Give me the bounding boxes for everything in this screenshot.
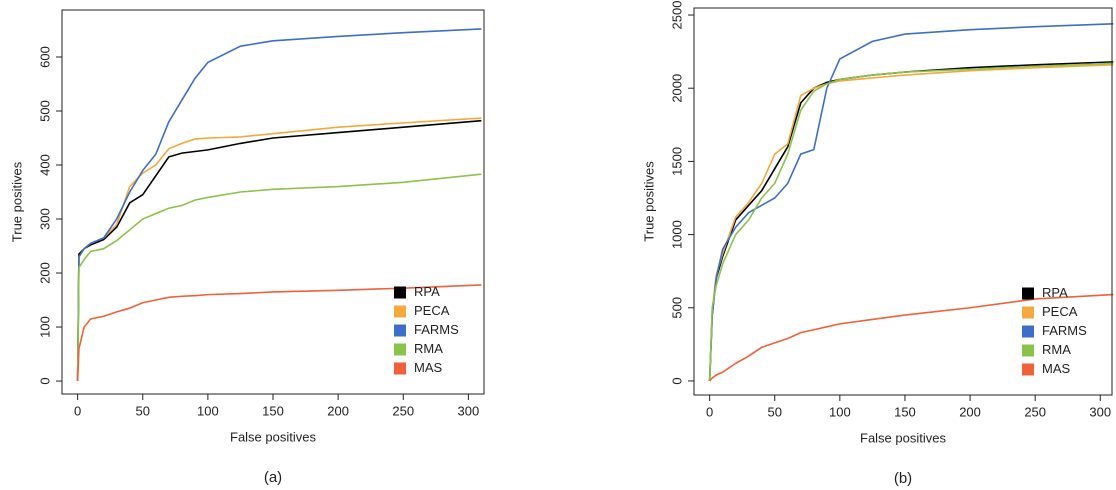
x-tick-label: 150 xyxy=(894,404,916,419)
y-tick-label: 500 xyxy=(669,297,684,319)
legend-swatch xyxy=(1022,344,1034,357)
series-line xyxy=(76,284,482,382)
y-tick-label: 600 xyxy=(37,46,52,68)
y-tick-label: 200 xyxy=(37,262,52,284)
plot-frame xyxy=(61,9,485,395)
legend-label: MAS xyxy=(414,360,443,375)
legend-label: RPA xyxy=(414,284,440,299)
y-axis-label: True positives xyxy=(641,161,656,242)
caption: (b) xyxy=(894,470,912,487)
x-tick-label: 100 xyxy=(197,403,219,418)
series-line xyxy=(708,62,1114,381)
x-tick-label: 300 xyxy=(1089,404,1111,419)
y-tick-label: 0 xyxy=(669,377,684,384)
y-tick-label: 1500 xyxy=(669,147,684,176)
y-tick-label: 500 xyxy=(37,100,52,122)
legend-label: MAS xyxy=(1042,361,1071,376)
legend-label: FARMS xyxy=(1042,323,1087,338)
y-tick-label: 0 xyxy=(37,377,52,384)
x-tick-label: 50 xyxy=(136,403,150,418)
caption: (a) xyxy=(264,469,282,486)
x-tick-label: 250 xyxy=(392,403,414,418)
legend-label: FARMS xyxy=(414,322,459,337)
legend-label: PECA xyxy=(414,303,450,318)
legend-swatch xyxy=(1022,325,1034,338)
x-tick-label: 0 xyxy=(74,403,81,418)
y-tick-label: 2000 xyxy=(669,74,684,103)
x-tick-label: 100 xyxy=(829,404,851,419)
x-tick-label: 0 xyxy=(706,404,713,419)
y-tick-label: 2500 xyxy=(669,1,684,30)
series-line xyxy=(76,28,482,382)
x-tick-label: 300 xyxy=(458,403,480,418)
series-line xyxy=(76,173,482,382)
y-axis-label: True positives xyxy=(9,161,24,242)
series-line xyxy=(708,23,1114,381)
x-tick-label: 150 xyxy=(262,403,284,418)
x-tick-label: 250 xyxy=(1024,404,1046,419)
legend-swatch xyxy=(394,343,406,356)
legend-swatch xyxy=(394,324,406,337)
legend-label: RMA xyxy=(1042,342,1071,357)
y-tick-label: 100 xyxy=(37,316,52,338)
x-tick-label: 200 xyxy=(327,403,349,418)
legend-label: PECA xyxy=(1042,304,1078,319)
x-tick-label: 200 xyxy=(959,404,981,419)
legend-swatch xyxy=(394,362,406,375)
legend-label: RMA xyxy=(414,341,443,356)
legend-swatch xyxy=(394,286,406,299)
x-axis-label: False positives xyxy=(230,429,316,444)
x-axis-label: False positives xyxy=(860,430,946,445)
y-tick-label: 400 xyxy=(37,154,52,176)
series-line xyxy=(709,293,1114,382)
legend-label: RPA xyxy=(1042,285,1068,300)
y-tick-label: 1000 xyxy=(669,220,684,249)
legend-swatch xyxy=(1022,287,1034,300)
series-line xyxy=(76,119,482,382)
legend-swatch xyxy=(394,305,406,318)
plot-frame xyxy=(693,7,1113,396)
legend-swatch xyxy=(1022,363,1034,376)
x-tick-label: 50 xyxy=(768,404,782,419)
legend-swatch xyxy=(1022,306,1034,319)
y-tick-label: 300 xyxy=(37,208,52,230)
